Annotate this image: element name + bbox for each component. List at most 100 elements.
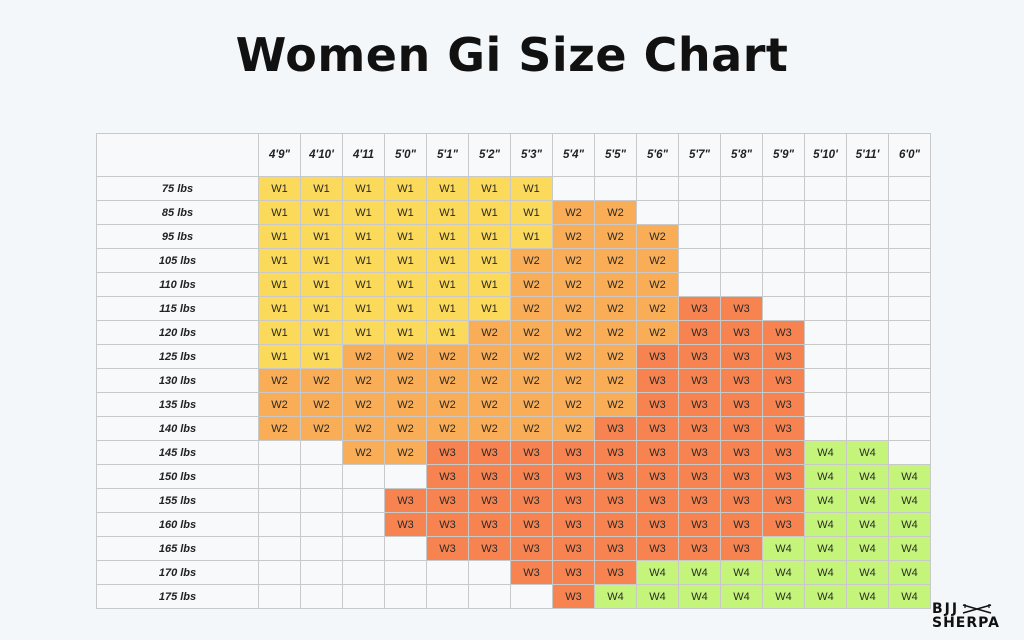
size-cell bbox=[888, 440, 931, 465]
size-cell: W2 bbox=[594, 368, 637, 393]
size-cell: W3 bbox=[720, 320, 763, 345]
size-cell bbox=[636, 200, 679, 225]
size-cell: W3 bbox=[552, 440, 595, 465]
size-cell: W2 bbox=[510, 392, 553, 417]
size-cell bbox=[720, 272, 763, 297]
size-cell: W3 bbox=[720, 464, 763, 489]
size-cell: W3 bbox=[720, 536, 763, 561]
size-cell: W3 bbox=[720, 392, 763, 417]
size-cell bbox=[258, 488, 301, 513]
size-cell: W4 bbox=[804, 488, 847, 513]
height-header: 5'1" bbox=[426, 133, 469, 177]
size-cell: W2 bbox=[468, 368, 511, 393]
size-cell: W1 bbox=[300, 224, 343, 249]
size-cell: W3 bbox=[510, 512, 553, 537]
weight-label: 120 lbs bbox=[96, 320, 259, 345]
size-cell: W3 bbox=[594, 488, 637, 513]
size-cell: W2 bbox=[594, 224, 637, 249]
size-cell: W2 bbox=[636, 224, 679, 249]
size-cell bbox=[888, 224, 931, 249]
size-cell bbox=[804, 368, 847, 393]
size-cell: W4 bbox=[888, 536, 931, 561]
size-cell: W3 bbox=[426, 512, 469, 537]
weight-label: 75 lbs bbox=[96, 176, 259, 201]
size-cell: W1 bbox=[384, 200, 427, 225]
size-cell: W3 bbox=[762, 344, 805, 369]
size-cell: W1 bbox=[300, 200, 343, 225]
size-cell: W2 bbox=[468, 344, 511, 369]
size-cell: W1 bbox=[258, 320, 301, 345]
size-cell: W2 bbox=[552, 224, 595, 249]
size-cell: W3 bbox=[552, 584, 595, 609]
size-cell: W3 bbox=[636, 440, 679, 465]
size-cell: W4 bbox=[762, 584, 805, 609]
table-body: 75 lbs W1 W1 W1 W1 W1 W1 W1 85 lbs W1 W1 W1 W1 W1 W1 W1… bbox=[96, 176, 931, 609]
weight-label: 115 lbs bbox=[96, 296, 259, 321]
size-cell: W3 bbox=[762, 488, 805, 513]
size-cell: W2 bbox=[426, 392, 469, 417]
size-cell bbox=[342, 488, 385, 513]
size-cell bbox=[762, 296, 805, 321]
logo-line-1: BJJ bbox=[932, 601, 960, 617]
size-cell: W3 bbox=[678, 320, 721, 345]
size-cell: W1 bbox=[258, 248, 301, 273]
size-cell: W4 bbox=[720, 584, 763, 609]
size-cell: W3 bbox=[468, 464, 511, 489]
table-row: 125 lbs W1 W1 W2 W2 W2 W2 W2 W2 W2 W3 W3 W3 W3 bbox=[96, 344, 931, 369]
size-cell bbox=[846, 272, 889, 297]
table-row: 110 lbs W1 W1 W1 W1 W1 W1 W2 W2 W2 W2 bbox=[96, 272, 931, 297]
size-cell: W2 bbox=[636, 320, 679, 345]
size-cell bbox=[846, 200, 889, 225]
size-cell: W3 bbox=[678, 392, 721, 417]
size-cell: W4 bbox=[888, 512, 931, 537]
size-cell: W1 bbox=[384, 248, 427, 273]
size-cell bbox=[888, 272, 931, 297]
size-cell bbox=[720, 200, 763, 225]
weight-label: 85 lbs bbox=[96, 200, 259, 225]
size-cell: W3 bbox=[636, 368, 679, 393]
size-cell bbox=[804, 272, 847, 297]
size-cell bbox=[258, 560, 301, 585]
size-cell bbox=[384, 560, 427, 585]
table-row: 155 lbs W3 W3 W3 W3 W3 W3 W3 W3 W3 W3 W4 W4 W4 bbox=[96, 488, 931, 513]
height-header: 4'9" bbox=[258, 133, 301, 177]
size-cell bbox=[888, 200, 931, 225]
table-row: 130 lbs W2 W2 W2 W2 W2 W2 W2 W2 W2 W3 W3 W3 W3 bbox=[96, 368, 931, 393]
size-cell bbox=[342, 560, 385, 585]
size-cell bbox=[300, 584, 343, 609]
size-cell bbox=[846, 248, 889, 273]
size-cell: W4 bbox=[594, 584, 637, 609]
size-cell: W3 bbox=[510, 464, 553, 489]
size-cell: W1 bbox=[342, 224, 385, 249]
size-cell: W2 bbox=[552, 368, 595, 393]
size-cell: W1 bbox=[384, 224, 427, 249]
table-row: 165 lbs W3 W3 W3 W3 W3 W3 W3 W3 W4 W4 W4 W4 bbox=[96, 536, 931, 561]
size-cell: W3 bbox=[594, 464, 637, 489]
size-cell: W4 bbox=[846, 584, 889, 609]
size-cell: W3 bbox=[762, 320, 805, 345]
size-cell: W2 bbox=[384, 368, 427, 393]
size-cell: W3 bbox=[510, 536, 553, 561]
size-cell bbox=[384, 464, 427, 489]
height-header: 6'0" bbox=[888, 133, 931, 177]
size-cell: W1 bbox=[384, 176, 427, 201]
weight-label: 165 lbs bbox=[96, 536, 259, 561]
size-cell: W3 bbox=[678, 512, 721, 537]
weight-label: 155 lbs bbox=[96, 488, 259, 513]
size-cell bbox=[804, 224, 847, 249]
size-cell: W2 bbox=[510, 272, 553, 297]
size-cell: W1 bbox=[342, 296, 385, 321]
height-header: 5'5" bbox=[594, 133, 637, 177]
size-cell: W4 bbox=[804, 560, 847, 585]
size-cell: W3 bbox=[552, 464, 595, 489]
size-cell: W3 bbox=[552, 560, 595, 585]
size-cell: W3 bbox=[678, 416, 721, 441]
size-cell bbox=[888, 368, 931, 393]
size-cell: W3 bbox=[426, 440, 469, 465]
weight-label: 170 lbs bbox=[96, 560, 259, 585]
size-cell: W3 bbox=[720, 488, 763, 513]
size-cell: W3 bbox=[678, 536, 721, 561]
size-cell: W3 bbox=[510, 488, 553, 513]
size-cell: W3 bbox=[720, 368, 763, 393]
size-cell: W2 bbox=[552, 416, 595, 441]
